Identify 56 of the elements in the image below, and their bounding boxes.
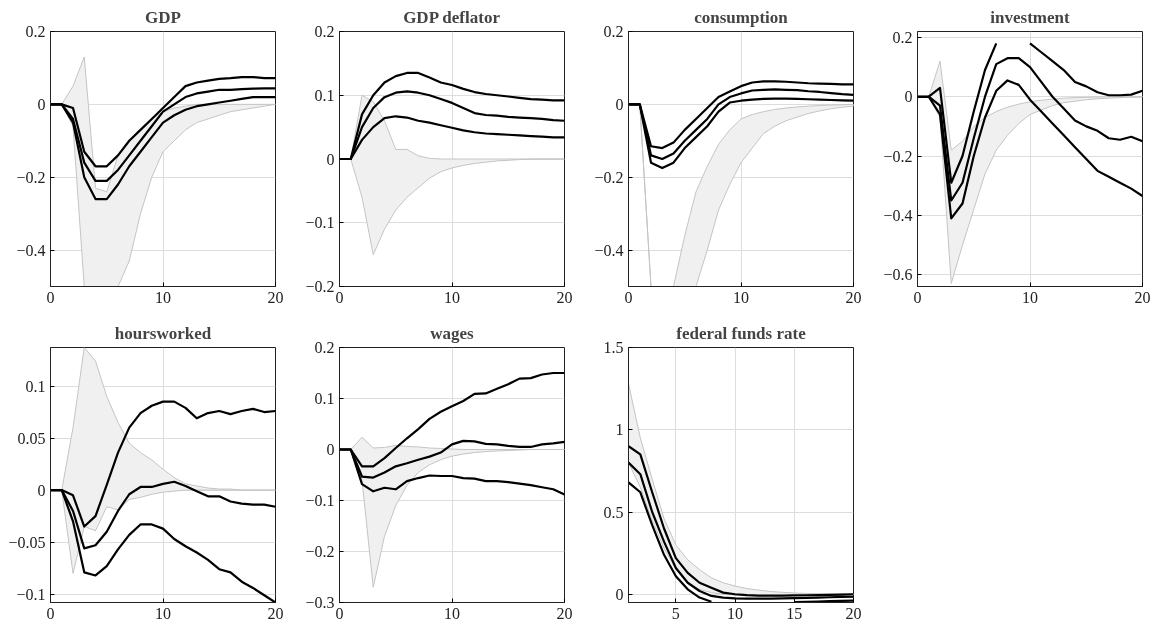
y-tick-label: 1 [615,421,624,439]
y-tick-label: −0.1 [16,585,46,603]
x-tick-label: 20 [1134,288,1151,306]
y-tick-label: −0.4 [594,241,624,259]
y-tick-label: 0 [904,88,913,106]
y-tick-label: 0.2 [892,28,913,46]
x-tick-label: 10 [155,288,171,306]
y-tick-label: 1.5 [603,339,624,356]
y-tick-label: −0.2 [883,147,913,165]
chart-title: investment [990,7,1070,27]
y-tick-label: −0.6 [883,266,913,284]
x-tick-label: 20 [845,604,862,622]
chart-title: federal funds rate [676,323,807,343]
y-tick-label: −0.4 [883,206,913,224]
y-tick-label: 0.5 [603,503,624,521]
y-tick-label: −0.1 [305,214,335,232]
x-tick-label: 10 [444,288,460,306]
y-tick-label: −0.2 [305,543,335,560]
x-tick-label: 20 [267,288,284,306]
y-tick-label: −0.3 [305,594,335,611]
x-tick-label: 10 [155,604,171,622]
x-tick-label: 20 [845,288,862,306]
y-tick-label: 0.2 [603,23,624,40]
y-tick-label: 0.1 [314,86,335,104]
y-tick-label: −0.05 [8,533,46,551]
y-tick-label: −0.1 [305,492,335,509]
y-tick-label: 0 [615,95,624,113]
y-tick-label: 0.2 [314,23,335,40]
y-tick-label: −0.2 [594,168,624,186]
chart-title: wages [430,323,475,343]
y-tick-label: 0.1 [25,377,46,395]
y-tick-label: 0 [615,585,624,603]
x-tick-label: 20 [556,604,573,622]
y-tick-label: 0 [326,441,335,458]
chart-title: consumption [694,7,789,27]
y-tick-label: 0 [37,481,46,499]
chart-title: hoursworked [114,323,212,343]
y-tick-label: −0.2 [16,168,46,186]
y-tick-label: 0.2 [25,23,46,40]
chart-title: GDP [145,7,181,27]
y-tick-label: −0.4 [16,241,46,259]
y-tick-label: −0.2 [305,278,335,295]
x-tick-label: 10 [1022,288,1038,306]
x-tick-label: 10 [727,604,744,622]
x-tick-label: 20 [267,604,284,622]
x-tick-label: 20 [556,288,573,306]
x-tick-label: 10 [733,288,749,306]
x-tick-label: 15 [786,604,803,622]
y-tick-label: 0 [326,150,335,168]
y-tick-label: 0.05 [17,429,46,447]
y-tick-label: 0.2 [314,339,335,356]
y-tick-label: 0 [37,95,46,113]
x-tick-label: 10 [444,604,460,622]
x-tick-label: 5 [671,604,680,622]
chart-title: GDP deflator [403,7,501,27]
y-tick-label: 0.1 [314,390,335,407]
